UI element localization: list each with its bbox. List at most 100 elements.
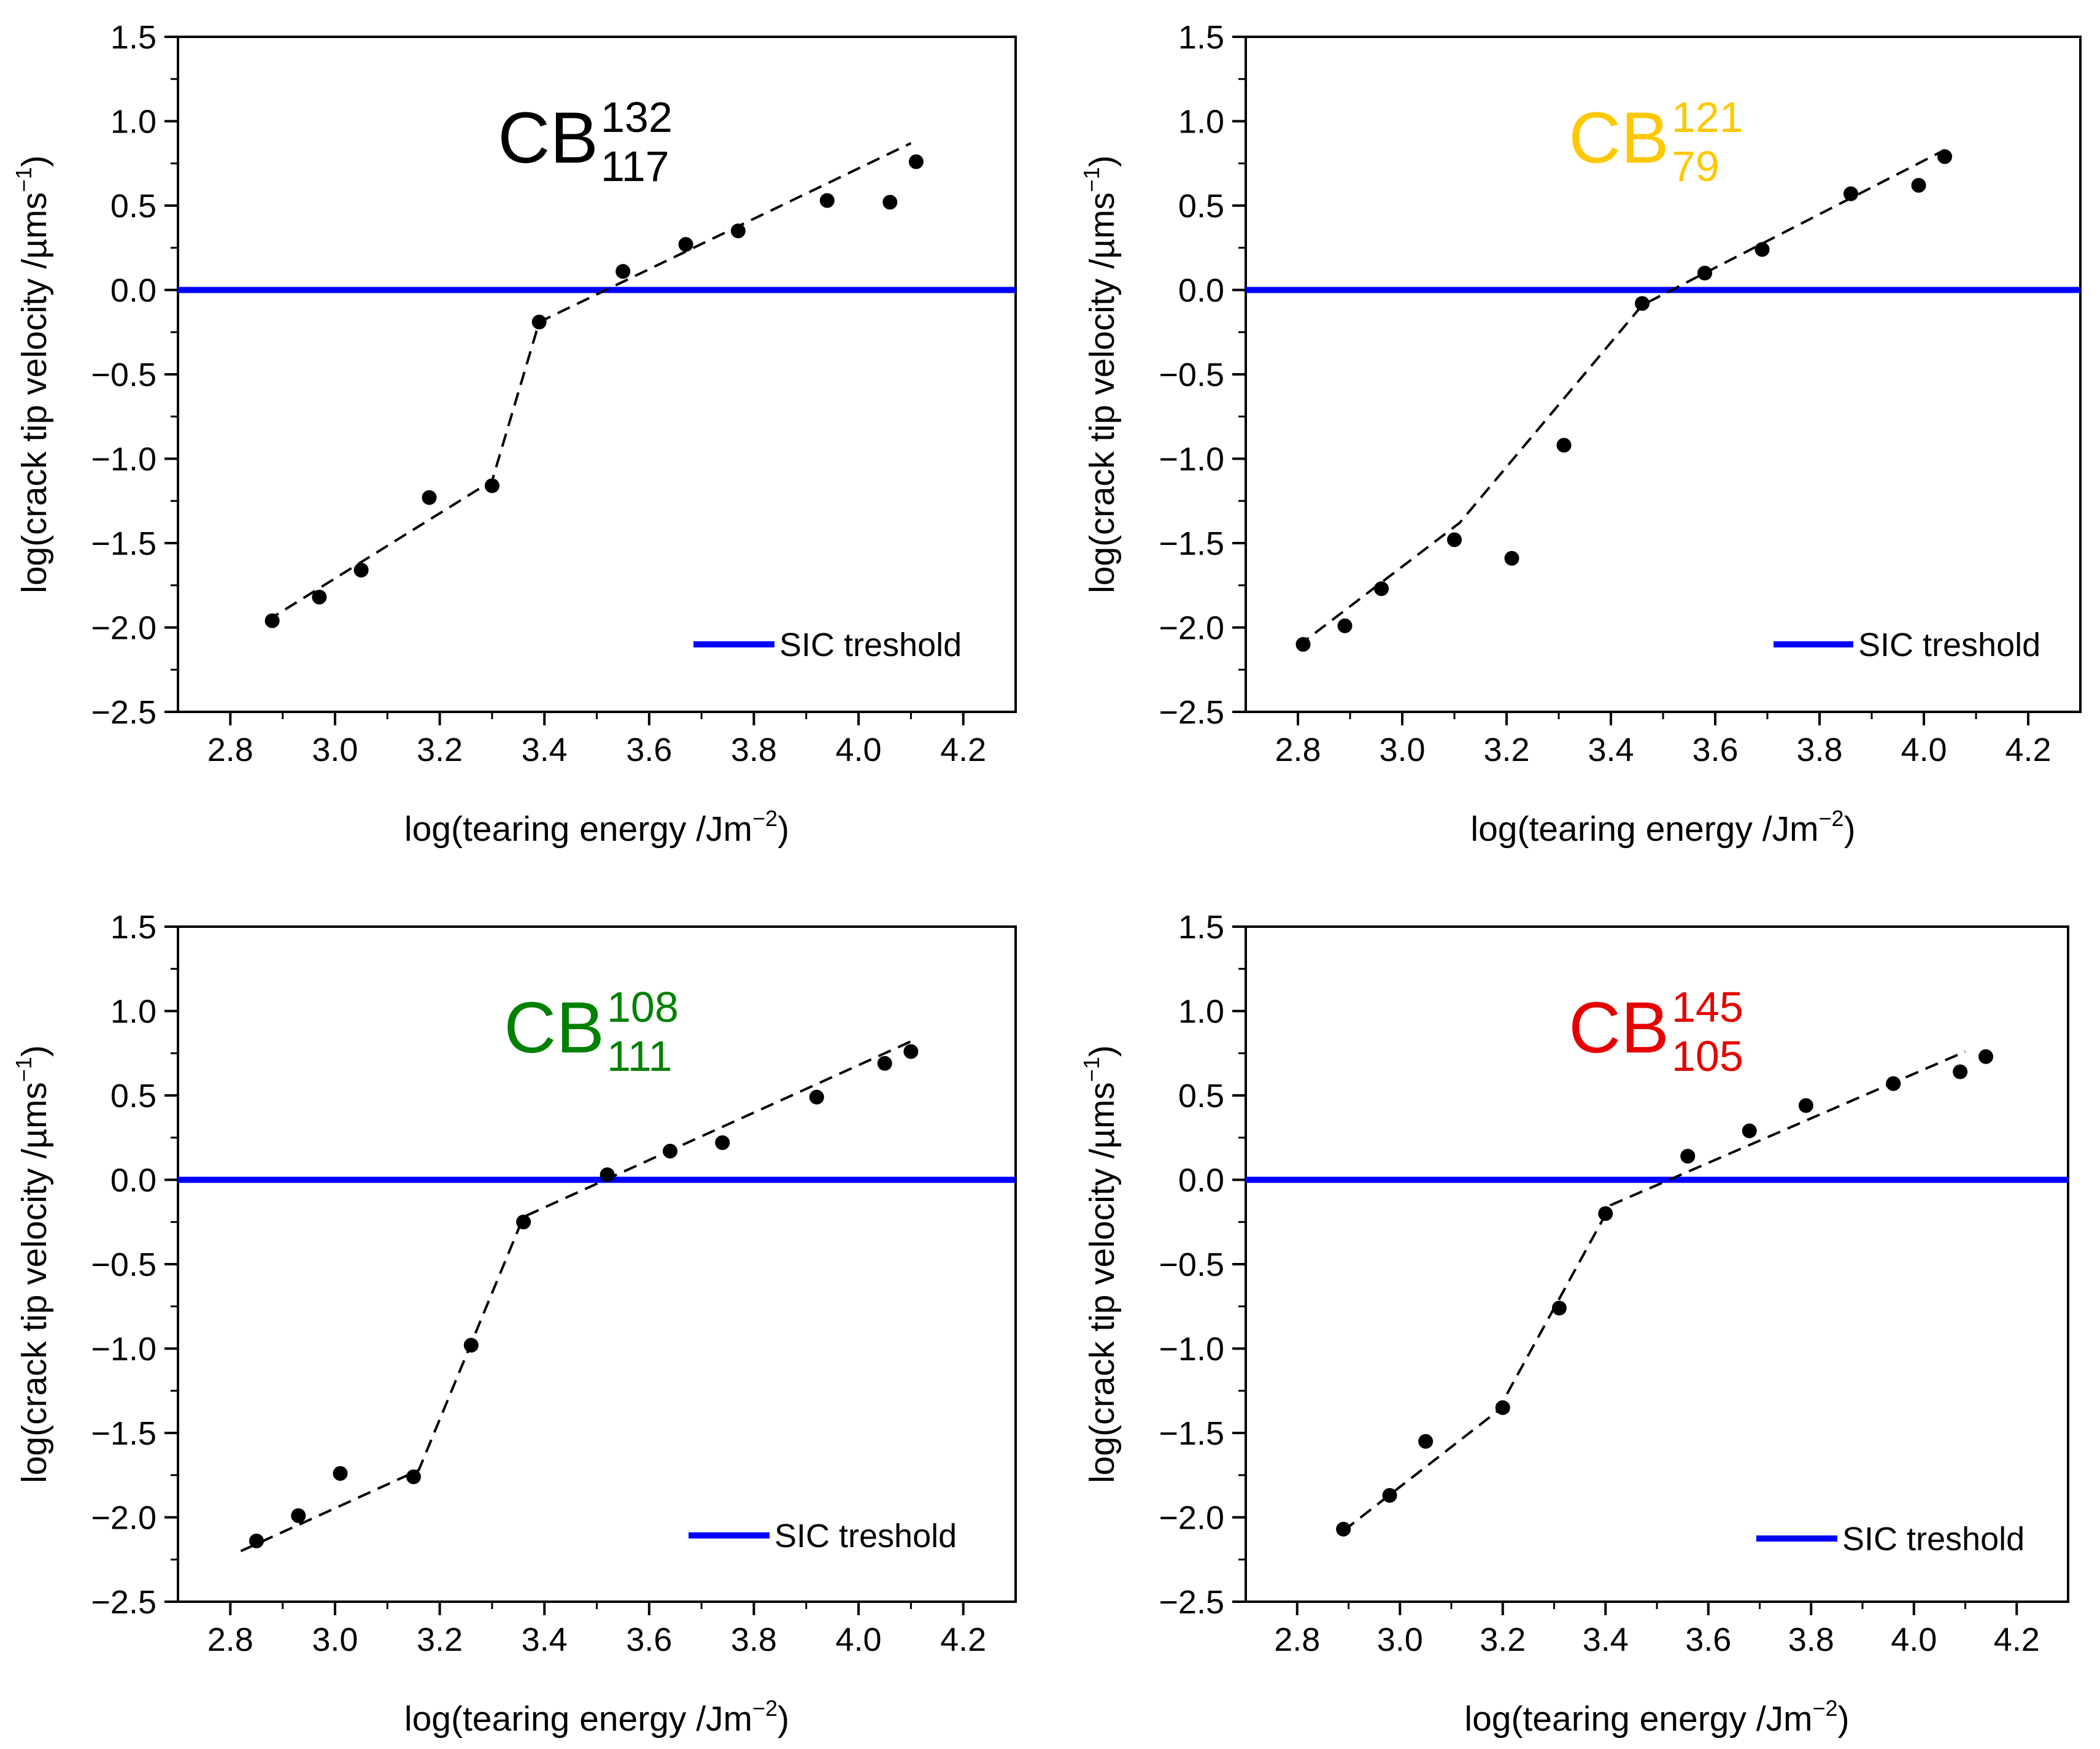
y-tick-label: 0.5 — [110, 1078, 156, 1114]
fit-line — [1297, 149, 1945, 647]
x-tick-label: 4.2 — [1994, 1621, 2040, 1658]
x-tick-label: 3.4 — [1588, 732, 1634, 768]
y-tick-label: 0.0 — [1178, 1162, 1224, 1199]
x-tick-label: 2.8 — [1275, 732, 1321, 768]
y-tick-label: −1.5 — [1159, 1415, 1224, 1452]
data-point — [291, 1508, 306, 1523]
y-tick-label: 1.0 — [110, 104, 156, 141]
y-tick-label: 0.5 — [1178, 188, 1224, 225]
data-point — [531, 314, 547, 330]
y-tick-label: 1.5 — [1178, 19, 1224, 56]
title-superscript: 145 — [1672, 983, 1743, 1031]
x-tick-label: 4.0 — [836, 732, 882, 768]
data-point — [312, 590, 327, 604]
x-tick-label: 3.0 — [1377, 1621, 1423, 1658]
data-point — [249, 1534, 264, 1548]
title-base: CB — [1569, 98, 1669, 179]
data-point — [678, 237, 693, 252]
data-point — [1337, 618, 1353, 633]
data-point — [1418, 1434, 1434, 1449]
y-tick-label: −1.0 — [91, 441, 156, 478]
title-superscript: 132 — [601, 93, 673, 141]
x-tick-label: 3.2 — [1480, 1621, 1526, 1658]
x-tick-label: 3.8 — [1788, 1621, 1834, 1658]
x-tick-label: 3.4 — [522, 1621, 568, 1658]
x-tick-label: 3.8 — [731, 1621, 777, 1658]
data-point — [264, 613, 280, 628]
data-point — [422, 490, 437, 505]
y-tick-label: −1.0 — [1159, 1331, 1224, 1368]
data-point — [1447, 532, 1462, 547]
title-superscript: 108 — [607, 983, 679, 1031]
x-axis-title: log(tearing energy /Jm−2) — [404, 806, 789, 849]
data-point — [908, 154, 924, 169]
y-tick-label: −2.0 — [91, 610, 156, 647]
x-tick-label: 3.2 — [417, 732, 463, 768]
y-tick-label: −1.0 — [91, 1331, 156, 1368]
y-tick-label: 1.5 — [110, 19, 156, 56]
y-tick-label: −2.0 — [91, 1500, 156, 1537]
data-point — [406, 1469, 421, 1485]
y-tick-label: −0.5 — [1159, 357, 1224, 393]
y-tick-label: 1.0 — [1178, 104, 1224, 141]
y-tick-label: 1.5 — [1178, 909, 1224, 946]
chart-panel-4: 2.8 3.0 3.2 3.4 3.6 3.8 4.0 4.2 −2.5 −2.0 −1.5 −1.0… — [1079, 909, 2069, 1739]
title-base: CB — [1569, 987, 1669, 1068]
y-tick-label: 0.0 — [1178, 272, 1224, 309]
data-point — [1937, 149, 1952, 164]
data-point — [1598, 1206, 1613, 1221]
x-tick-label: 2.8 — [1274, 1621, 1320, 1658]
data-point — [616, 264, 631, 279]
title-subscript: 105 — [1672, 1032, 1743, 1080]
legend-label: SIC treshold — [779, 627, 962, 663]
data-point — [715, 1135, 730, 1150]
y-tick-label: −1.0 — [1159, 441, 1224, 478]
x-tick-label: 2.8 — [207, 732, 253, 768]
x-tick-label: 3.2 — [1483, 732, 1529, 768]
x-tick-label: 4.2 — [940, 732, 986, 768]
y-tick-label: 1.0 — [110, 994, 156, 1030]
data-point — [1953, 1064, 1968, 1079]
data-point — [600, 1167, 615, 1183]
data-point — [1336, 1521, 1351, 1537]
x-tick-label: 3.4 — [1583, 1621, 1629, 1658]
x-tick-label: 3.8 — [1796, 732, 1842, 768]
data-point — [1911, 178, 1926, 193]
data-point — [730, 223, 746, 239]
y-tick-label: −1.5 — [1159, 525, 1224, 562]
title-subscript: 117 — [601, 142, 670, 190]
x-tick-label: 2.8 — [207, 1621, 253, 1658]
x-tick-label: 3.8 — [731, 732, 777, 768]
data-point — [1504, 550, 1519, 566]
data-point — [662, 1143, 677, 1159]
y-tick-label: −0.5 — [1159, 1246, 1224, 1283]
y-tick-label: 0.5 — [1178, 1078, 1224, 1114]
x-tick-label: 4.0 — [836, 1621, 882, 1658]
data-point — [903, 1044, 919, 1059]
x-tick-label: 3.0 — [1379, 732, 1425, 768]
x-tick-label: 4.2 — [940, 1621, 986, 1658]
data-point — [877, 1056, 892, 1071]
y-tick-label: 0.0 — [110, 272, 156, 309]
x-tick-label: 3.6 — [626, 732, 672, 768]
y-axis-title: log(crack tip velocity /µms−1) — [11, 155, 54, 593]
title-subscript: 79 — [1672, 142, 1720, 190]
x-axis-title: log(tearing energy /Jm−2) — [1470, 806, 1855, 849]
y-tick-label: −2.5 — [1159, 694, 1224, 731]
data-point — [516, 1214, 531, 1230]
data-point — [1495, 1400, 1510, 1415]
x-tick-label: 3.0 — [312, 1621, 358, 1658]
data-point — [1742, 1123, 1757, 1138]
title-superscript: 121 — [1672, 93, 1743, 141]
data-point — [463, 1338, 479, 1353]
y-axis-title: log(crack tip velocity /µms−1) — [1079, 155, 1122, 593]
y-tick-label: −0.5 — [91, 357, 156, 393]
data-point — [1798, 1098, 1813, 1113]
y-axis-title: log(crack tip velocity /µms−1) — [11, 1045, 54, 1483]
data-point — [1374, 581, 1389, 597]
title-subscript: 111 — [607, 1032, 672, 1080]
chart-panel-3: 2.8 3.0 3.2 3.4 3.6 3.8 4.0 4.2 −2.5 −2.0 −1.5 −1.0… — [11, 909, 1017, 1739]
